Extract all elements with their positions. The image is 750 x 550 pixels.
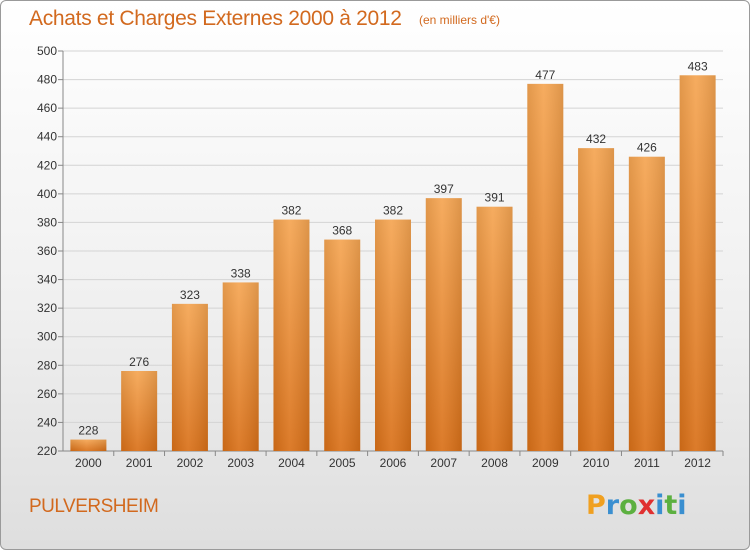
data-label: 228 <box>78 424 98 438</box>
bar-shade <box>273 219 310 451</box>
data-label: 323 <box>180 288 200 302</box>
data-label: 382 <box>383 204 403 218</box>
x-tick-label: 2012 <box>684 456 711 470</box>
x-tick-label: 2010 <box>583 456 610 470</box>
logo-letter: P <box>586 490 606 521</box>
bar-shade <box>476 206 513 451</box>
y-tick-label: 240 <box>37 415 57 429</box>
data-label: 338 <box>231 266 251 280</box>
x-tick-label: 2007 <box>430 456 457 470</box>
x-tick-label: 2001 <box>126 456 153 470</box>
y-tick-label: 280 <box>37 358 57 372</box>
y-tick-label: 500 <box>37 44 57 58</box>
y-tick-label: 260 <box>37 387 57 401</box>
y-tick-label: 360 <box>37 244 57 258</box>
y-tick-label: 460 <box>37 101 57 115</box>
logo-letter: t <box>664 490 678 521</box>
x-tick-label: 2005 <box>329 456 356 470</box>
data-label: 391 <box>485 191 505 205</box>
y-tick-label: 300 <box>37 330 57 344</box>
data-label: 483 <box>688 59 708 73</box>
logo-letter: o <box>619 490 638 521</box>
data-label: 368 <box>332 224 352 238</box>
x-tick-label: 2000 <box>75 456 102 470</box>
bar-shade <box>222 282 259 451</box>
y-tick-label: 340 <box>37 273 57 287</box>
data-label: 397 <box>434 182 454 196</box>
bars <box>70 75 716 452</box>
city-name: PULVERSHEIM <box>29 496 159 517</box>
data-labels: 228 276 323 338 382 368 382 397 391 477 432 426 483 <box>78 59 708 437</box>
bar-shade <box>121 371 158 451</box>
bar-shade <box>628 156 665 451</box>
y-tick-label: 380 <box>37 215 57 229</box>
x-tick-label: 2002 <box>177 456 204 470</box>
data-label: 426 <box>637 141 657 155</box>
y-tick-label: 400 <box>37 187 57 201</box>
x-tick-label: 2006 <box>380 456 407 470</box>
bar-shade <box>375 219 411 451</box>
x-tick-labels: 2000 2001 2002 2003 2004 2005 2006 2007 2008 2009… <box>75 456 711 470</box>
y-tick-label: 320 <box>37 301 57 315</box>
x-tick-label: 2004 <box>278 456 305 470</box>
x-tick-label: 2008 <box>481 456 508 470</box>
x-tick-label: 2011 <box>634 456 660 470</box>
bar-shade <box>679 75 716 452</box>
bar-shade <box>425 198 462 451</box>
y-tick-label: 440 <box>37 130 57 144</box>
data-label: 382 <box>281 204 301 218</box>
data-label: 276 <box>129 355 149 369</box>
bar-shade <box>70 439 107 451</box>
proxiti-logo: Proxiti <box>586 490 687 521</box>
chart-subtitle: (en milliers d'€) <box>419 13 500 27</box>
data-label: 477 <box>535 68 555 82</box>
logo-letter: x <box>637 490 656 521</box>
logo-letter: r <box>605 490 620 521</box>
logo-letter: i <box>655 490 665 521</box>
bar-shade <box>171 303 208 451</box>
bar-shade <box>578 148 615 451</box>
x-tick-label: 2009 <box>532 456 559 470</box>
logo-letter: i <box>677 490 687 521</box>
y-tick-label: 420 <box>37 158 57 172</box>
bar-shade <box>527 83 564 451</box>
y-tick-label: 220 <box>37 444 57 458</box>
bar-shade <box>324 239 361 451</box>
chart-title: Achats et Charges Externes 2000 à 2012 <box>29 7 402 30</box>
y-tick-label: 480 <box>37 73 57 87</box>
x-tick-label: 2003 <box>227 456 254 470</box>
data-label: 432 <box>586 132 606 146</box>
y-tick-labels: 220 240 260 280 300 320 340 360 380 400 420 440 460 4… <box>37 44 57 458</box>
